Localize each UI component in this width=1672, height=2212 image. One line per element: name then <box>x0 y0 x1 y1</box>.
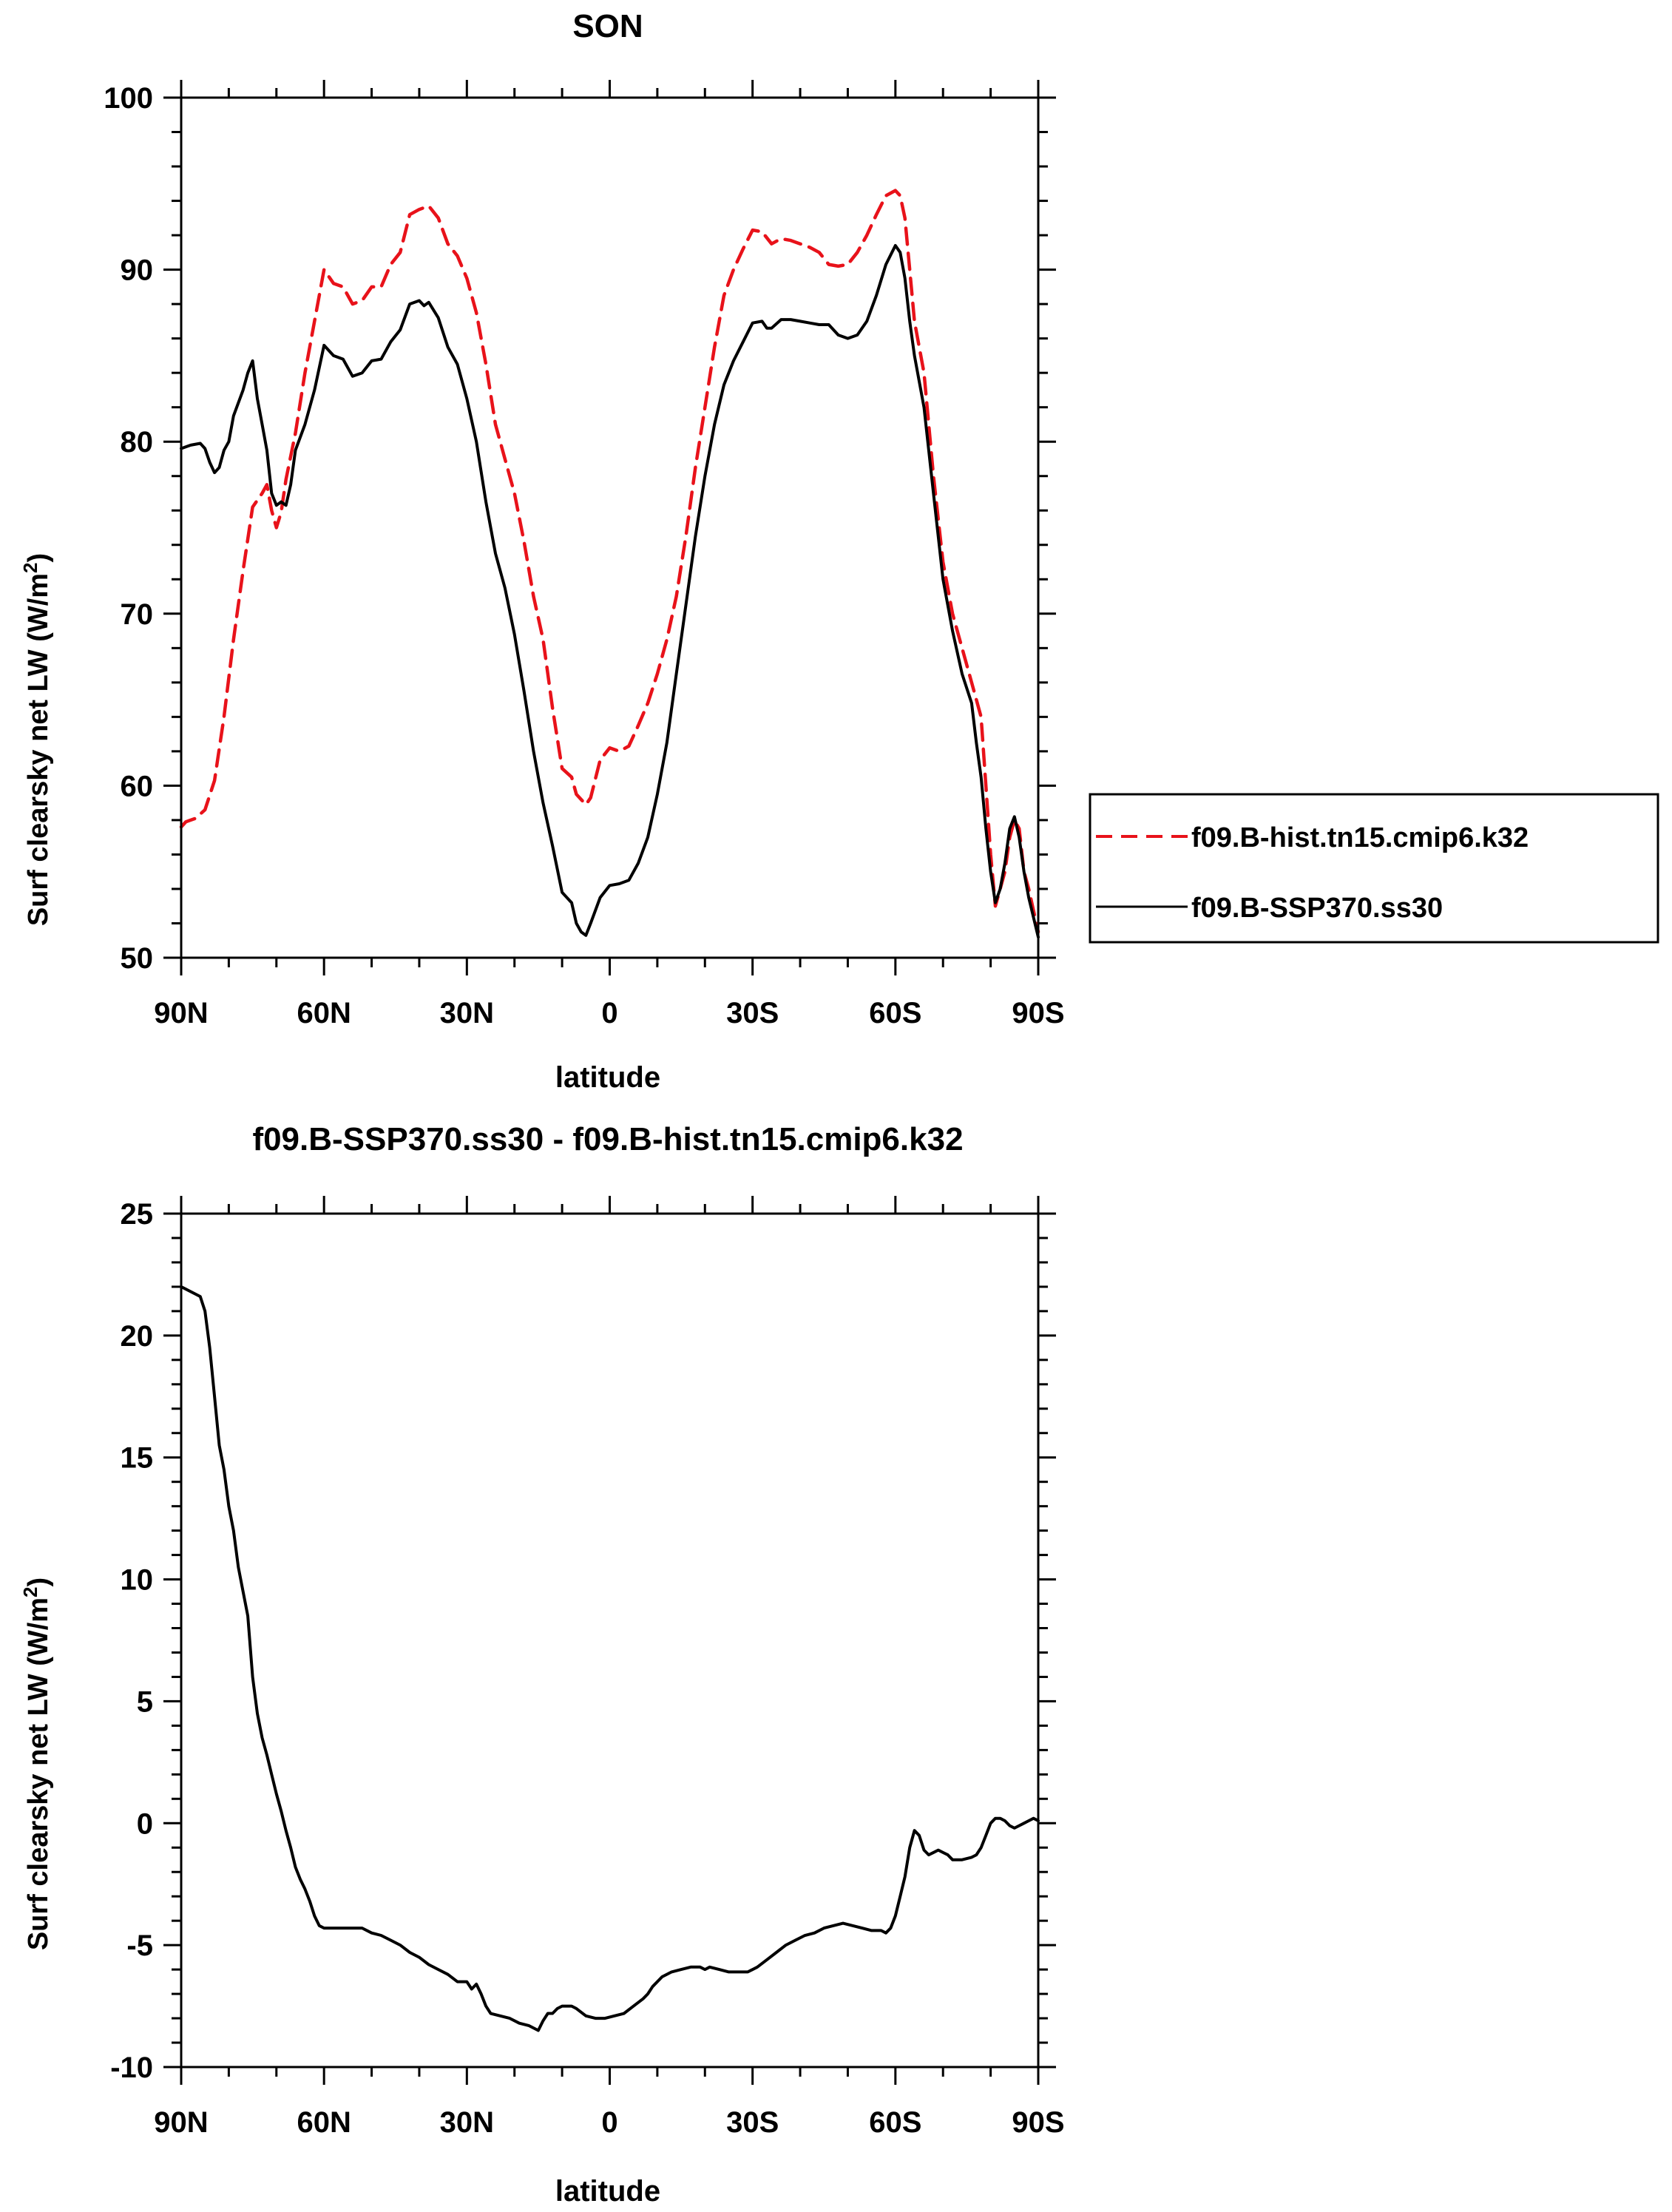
bottom-y-tick-label: 15 <box>121 1442 154 1475</box>
bottom-x-tick-label: 90N <box>154 2106 208 2139</box>
bottom-y-tick-label: 10 <box>121 1564 154 1597</box>
legend-label-ssp370: f09.B-SSP370.ss30 <box>1191 893 1443 924</box>
top-x-tick-label: 30N <box>440 997 494 1029</box>
bottom-title: f09.B-SSP370.ss30 - f09.B-hist.tn15.cmip… <box>252 1121 963 1157</box>
top-y-tick-label: 90 <box>121 254 154 287</box>
top-y-tick-label: 60 <box>121 770 154 802</box>
bottom-y-tick-label: -10 <box>110 2052 153 2084</box>
top-y-tick-label: 80 <box>121 426 154 459</box>
bottom-y-tick-label: 0 <box>137 1807 153 1840</box>
bottom-y-tick-label: 5 <box>137 1685 153 1718</box>
top-y-tick-label: 70 <box>121 598 154 631</box>
top-y-tick-label: 100 <box>104 82 153 115</box>
bottom-x-tick-label: 90S <box>1012 2106 1064 2139</box>
top-x-tick-label: 30S <box>726 997 779 1029</box>
top-y-tick-label: 50 <box>121 942 154 975</box>
panel-top: SON Surf clearsky net LW (W/m2) latitude… <box>19 8 1065 1094</box>
bottom-x-tick-label: 30N <box>440 2106 494 2139</box>
legend: f09.B-hist.tn15.cmip6.k32 f09.B-SSP370.s… <box>1089 793 1659 944</box>
top-x-tick-label: 60N <box>297 997 351 1029</box>
bottom-y-tick-label: -5 <box>126 1929 153 1962</box>
top-plot-area: 90N 60N 30N 0 30S 60S 90S 50 60 70 80 90 100 <box>104 80 1065 1029</box>
bottom-x-tick-label: 60S <box>869 2106 921 2139</box>
bottom-x-tick-label: 0 <box>601 2106 617 2139</box>
bottom-plot-area: 90N 60N 30N 0 30S 60S 90S -10 -5 0 5 10 15 20 25 <box>110 1196 1065 2139</box>
top-x-tick-label: 0 <box>601 997 617 1029</box>
bottom-xlabel: latitude <box>555 2175 660 2208</box>
bottom-ylabel: Surf clearsky net LW (W/m2) <box>19 1577 54 1950</box>
top-series-line-1 <box>179 189 1040 934</box>
top-x-tick-label: 90S <box>1012 997 1064 1029</box>
top-x-tick-label: 60S <box>869 997 921 1029</box>
top-ylabel: Surf clearsky net LW (W/m2) <box>19 553 54 926</box>
bottom-x-tick-label: 60N <box>297 2106 351 2139</box>
bottom-y-tick-label: 20 <box>121 1320 154 1353</box>
legend-box <box>1089 793 1659 944</box>
panel-bottom: f09.B-SSP370.ss30 - f09.B-hist.tn15.cmip… <box>19 1121 1065 2208</box>
top-series-line-2 <box>180 244 1040 939</box>
top-x-tick-label: 90N <box>154 997 208 1029</box>
legend-label-hist: f09.B-hist.tn15.cmip6.k32 <box>1191 822 1529 853</box>
bottom-x-tick-label: 30S <box>726 2106 779 2139</box>
bottom-y-tick-label: 25 <box>121 1198 154 1231</box>
bottom-series-line-1 <box>180 1285 1040 2032</box>
top-xlabel: latitude <box>555 1061 660 1094</box>
top-title: SON <box>572 8 643 44</box>
